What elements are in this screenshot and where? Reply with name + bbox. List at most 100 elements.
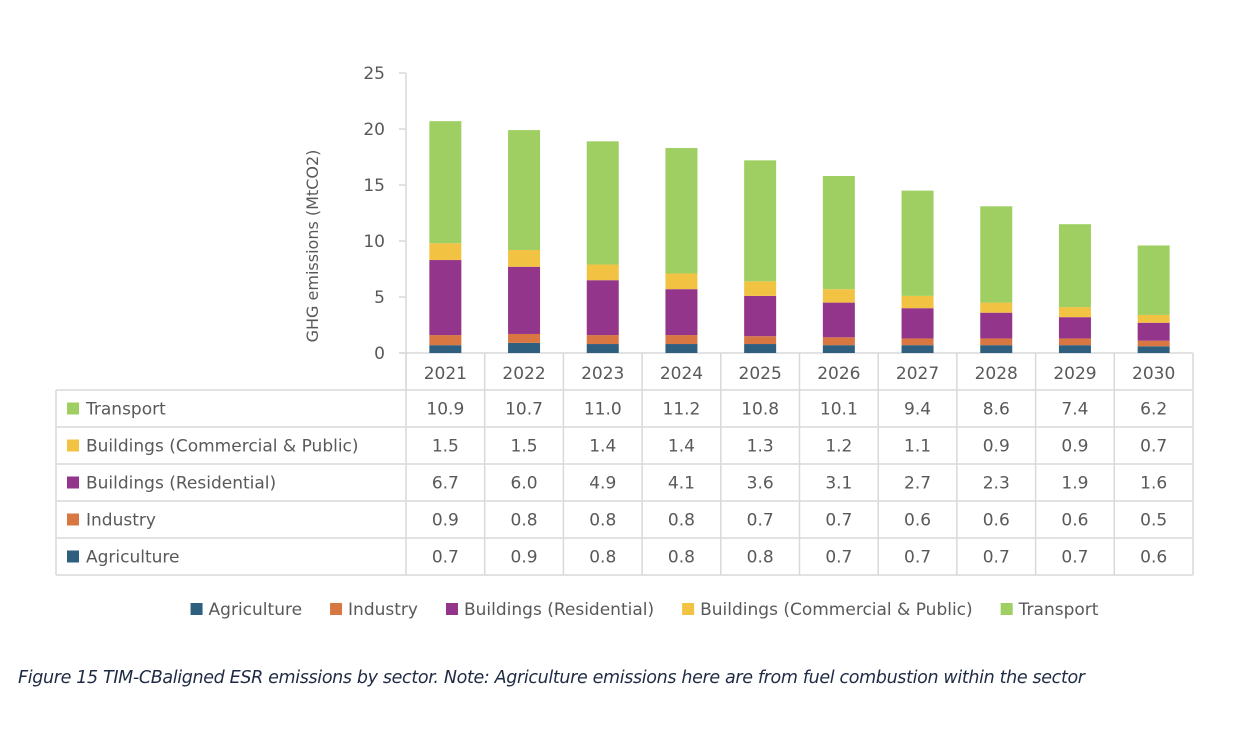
- table-cell-value: 1.9: [1061, 474, 1088, 494]
- table-cell-value: 0.7: [1140, 437, 1167, 457]
- bar-segment-buildings-residential-2027: [901, 308, 934, 339]
- table-cell-value: 0.8: [668, 548, 695, 568]
- table-cell-value: 1.5: [432, 437, 459, 457]
- table-cell-value: 0.7: [432, 548, 459, 568]
- table-cell-value: 6.2: [1140, 400, 1167, 420]
- bar-segment-buildings-commercial-public-2029: [1058, 307, 1091, 318]
- bar-segment-industry-2024: [665, 335, 698, 345]
- bar-segment-agriculture-2027: [901, 345, 934, 353]
- bar-segment-agriculture-2022: [508, 342, 541, 353]
- bar-segment-industry-2029: [1058, 338, 1091, 346]
- bar-segment-buildings-commercial-public-2026: [822, 289, 855, 303]
- y-tick-label: 25: [363, 64, 385, 84]
- bar-segment-transport-2028: [980, 206, 1013, 303]
- bars: [429, 121, 1170, 353]
- bar-segment-agriculture-2025: [744, 344, 777, 353]
- table-cell-value: 0.6: [904, 511, 931, 531]
- x-tick-label: 2028: [975, 364, 1018, 384]
- bar-segment-buildings-commercial-public-2027: [901, 295, 934, 309]
- data-table: 2021 2022 2023 2024 2025 2026 2027 2028 2029 2030…: [55, 353, 1194, 576]
- table-cell-value: 0.8: [589, 511, 616, 531]
- table-row-label: Industry: [86, 511, 156, 531]
- bar-segment-buildings-commercial-public-2023: [586, 264, 619, 281]
- x-tick-label: 2023: [581, 364, 624, 384]
- bar-segment-transport-2022: [508, 130, 541, 250]
- table-cell-value: 0.6: [1140, 548, 1167, 568]
- table-cell-value: 1.4: [589, 437, 616, 457]
- bar-stack-2023: [586, 141, 619, 353]
- bar-stack-2029: [1058, 224, 1091, 353]
- bar-segment-buildings-commercial-public-2025: [744, 281, 777, 296]
- bar-segment-industry-2027: [901, 338, 934, 346]
- bar-stack-2022: [508, 130, 541, 353]
- bar-segment-buildings-residential-2023: [586, 280, 619, 336]
- bar-segment-buildings-residential-2029: [1058, 317, 1091, 339]
- bar-segment-transport-2023: [586, 141, 619, 265]
- bar-segment-agriculture-2029: [1058, 345, 1091, 353]
- table-cell-value: 8.6: [983, 400, 1010, 420]
- table-cell-value: 0.9: [983, 437, 1010, 457]
- table-cell-value: 3.1: [825, 474, 852, 494]
- table-cell-value: 1.1: [904, 437, 931, 457]
- table-cell-value: 0.6: [1061, 511, 1088, 531]
- bar-segment-transport-2026: [822, 176, 855, 290]
- y-tick-label: 20: [363, 120, 385, 140]
- table-cell-value: 2.7: [904, 474, 931, 494]
- legend: Agriculture Industry Buildings (Residentia…: [190, 600, 1099, 620]
- bar-segment-agriculture-2026: [822, 345, 855, 353]
- legend-key: [682, 603, 695, 615]
- bar-segment-buildings-residential-2025: [744, 295, 777, 337]
- table-cell-value: 1.4: [668, 437, 695, 457]
- x-tick-label: 2027: [896, 364, 939, 384]
- legend-key: [190, 603, 203, 615]
- x-tick-label: 2025: [739, 364, 782, 384]
- y-tick-label: 0: [374, 344, 385, 364]
- table-cell-value: 6.0: [511, 474, 538, 494]
- y-tick-label: 15: [363, 176, 385, 196]
- figure-caption: Figure 15 TIM-CBaligned ESR emissions by…: [18, 668, 1085, 688]
- table-row-label: Buildings (Commercial & Public): [86, 437, 359, 457]
- table-cell-value: 0.7: [747, 511, 774, 531]
- bar-segment-industry-2030: [1137, 340, 1170, 347]
- table-cell-value: 0.7: [1061, 548, 1088, 568]
- table-cell-value: 0.6: [983, 511, 1010, 531]
- legend-label: Industry: [348, 600, 418, 620]
- legend-key: [445, 603, 458, 615]
- bar-segment-buildings-commercial-public-2028: [980, 302, 1013, 313]
- bar-segment-buildings-residential-2026: [822, 302, 855, 338]
- bar-stack-2026: [822, 176, 855, 353]
- legend-label: Agriculture: [209, 600, 303, 620]
- x-tick-label: 2029: [1053, 364, 1096, 384]
- y-axis-title: GHG emissions (MtCO2): [303, 150, 322, 343]
- bar-segment-transport-2021: [429, 121, 462, 244]
- bar-stack-2021: [429, 121, 462, 353]
- table-cell-value: 0.8: [668, 511, 695, 531]
- bar-segment-industry-2028: [980, 338, 1013, 346]
- table-cell-value: 10.9: [426, 400, 464, 420]
- bar-segment-transport-2024: [665, 148, 698, 274]
- bar-segment-buildings-commercial-public-2022: [508, 249, 541, 267]
- table-legend-key: [67, 476, 79, 489]
- bar-segment-agriculture-2023: [586, 344, 619, 353]
- table-cell-value: 11.2: [663, 400, 701, 420]
- bar-segment-industry-2025: [744, 336, 777, 345]
- legend-label: Buildings (Residential): [464, 600, 654, 620]
- table-legend-key: [67, 439, 79, 452]
- legend-item: Agriculture: [190, 600, 303, 620]
- x-tick-label: 2022: [502, 364, 545, 384]
- table-row: Buildings (Residential) 6.7 6.0 4.9 4.1 3.6 3.…: [67, 474, 1167, 494]
- legend-label: Buildings (Commercial & Public): [700, 600, 973, 620]
- bar-segment-agriculture-2030: [1137, 346, 1170, 353]
- table-legend-key: [67, 513, 79, 526]
- table-cell-value: 0.8: [747, 548, 774, 568]
- x-tick-label: 2021: [424, 364, 467, 384]
- table-row: Agriculture 0.7 0.9 0.8 0.8 0.8 0.7 0.7 0.7 0.7 0.…: [67, 548, 1167, 568]
- table-cell-value: 2.3: [983, 474, 1010, 494]
- table-cell-value: 4.9: [589, 474, 616, 494]
- table-cell-value: 3.6: [747, 474, 774, 494]
- table-cell-value: 1.2: [825, 437, 852, 457]
- bar-stack-2030: [1137, 245, 1170, 353]
- bar-stack-2027: [901, 190, 934, 353]
- bar-segment-transport-2025: [744, 160, 777, 282]
